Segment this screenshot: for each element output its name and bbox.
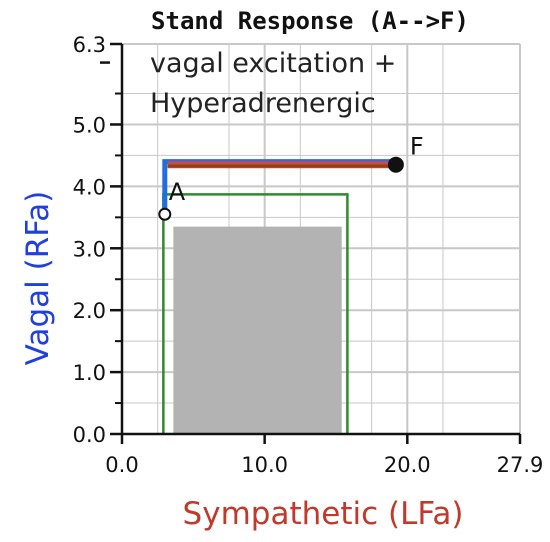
paths [162,159,396,212]
x-tick-label-2: 20.0 [384,453,431,477]
y-axis-label: Vagal (RFa) [20,191,56,366]
gray-region [173,226,342,434]
annotation-line-2: Hyperadrenergic [150,88,376,119]
y-tick-label-6: 6.3 [73,33,106,57]
green-region-outline [162,193,349,434]
points: AF [158,133,424,221]
x-tick-label-3: 27.9 [497,453,544,477]
y-tick-label-4: 4.0 [73,175,106,199]
point-F [387,156,404,173]
y-tick-label-5: 5.0 [73,113,106,137]
y-tick-label-2: 2.0 [73,299,106,323]
chart-title: Stand Response (A-->F) [151,7,469,35]
y-tick-label-1: 1.0 [73,361,106,385]
y-tick-label-0: 0.0 [73,423,106,447]
point-A [158,207,172,221]
annotation-line-1: vagal excitation + [150,48,396,79]
x-tick-label-0: 0.0 [105,453,138,477]
point-label-F: F [410,133,424,161]
x-axis-label: Sympathetic (LFa) [183,496,464,532]
ticks: 0.0 10.0 20.0 27.9 0.0 1.0 2.0 3.0 4.0 5.0 6.3 [73,33,544,477]
point-label-A: A [169,178,186,206]
axes [120,44,520,436]
x-tick-label-1: 10.0 [241,453,288,477]
y-tick-label-3: 3.0 [73,237,106,261]
regions [162,193,349,434]
